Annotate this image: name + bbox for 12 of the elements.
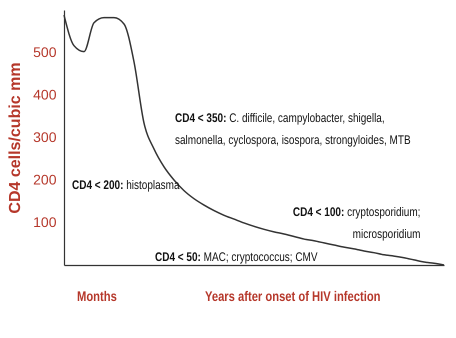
annotation: CD4 < 50: MAC; cryptococcus; CMV bbox=[155, 249, 318, 266]
annotation: CD4 < 100: cryptosporidium; microsporidium bbox=[292, 204, 420, 243]
y-tick-label: 200 bbox=[33, 172, 57, 188]
y-tick-label: 100 bbox=[33, 214, 57, 230]
y-tick-label: 500 bbox=[33, 44, 57, 60]
annotation: CD4 < 350: C. difficile, campylobacter, shigella, salmonella, cyclospora, isospora, strongyloides, MTB bbox=[175, 110, 411, 149]
text: Months bbox=[77, 288, 117, 304]
annotation: CD4 < 200: histoplasma bbox=[72, 177, 180, 194]
y-tick-label: 300 bbox=[33, 129, 57, 145]
y-tick-label: 400 bbox=[33, 86, 57, 102]
x-axis-title: Years after onset of HIV infection bbox=[205, 288, 381, 304]
y-axis-title: CD4 cells/cubic mm bbox=[7, 62, 24, 214]
